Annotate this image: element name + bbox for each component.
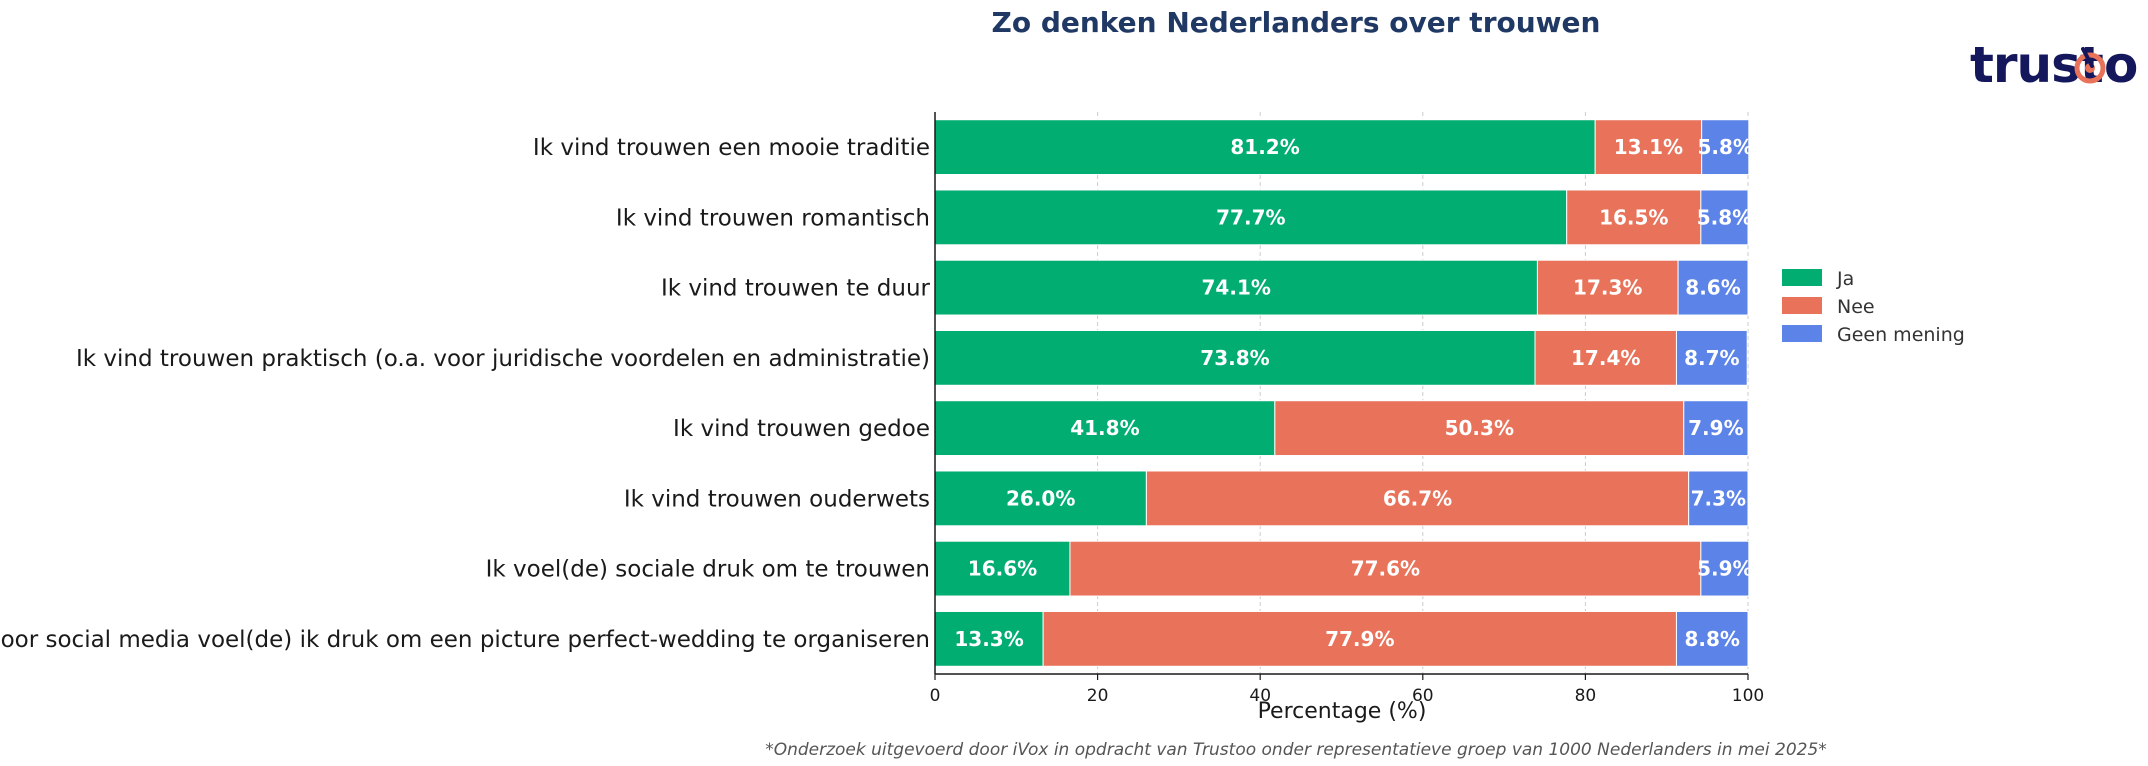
bar-3-5 <box>1683 400 1749 457</box>
bar-1-7 <box>934 540 1071 597</box>
category-label-2: Ik vind trouwen romantisch <box>616 205 930 231</box>
segment-label-2-4: 17.4% <box>1571 346 1640 370</box>
bar-3-2 <box>1700 189 1749 246</box>
bar-2-6 <box>1145 470 1690 527</box>
bar-1-3 <box>934 259 1538 316</box>
segment-label-1-4: 73.8% <box>1200 346 1269 370</box>
legend-label-3: Geen mening <box>1837 324 1965 346</box>
segment-label-3-4: 8.7% <box>1684 346 1739 370</box>
x-tick-label-2: 40 <box>1249 686 1271 706</box>
bar-2-4 <box>1534 329 1677 386</box>
category-label-8: Door social media voel(de) ik druk om ee… <box>0 627 930 653</box>
segment-labels: 81.2% 13.1% 5.8% 77.7% 16.5% 5.8% 74.1% 17.3% 8.… <box>954 135 1753 651</box>
segment-label-2-3: 17.3% <box>1573 276 1642 300</box>
segment-label-2-6: 66.7% <box>1383 486 1452 510</box>
logo-text-start: trust <box>1970 36 2103 94</box>
bar-2-8 <box>1042 610 1677 667</box>
category-label-5: Ik vind trouwen gedoe <box>673 416 930 442</box>
bar-3-4 <box>1675 329 1748 386</box>
bar-2-5 <box>1274 400 1685 457</box>
segment-label-2-5: 50.3% <box>1445 416 1514 440</box>
segment-label-3-8: 8.8% <box>1684 627 1739 651</box>
category-label-4: Ik vind trouwen praktisch (o.a. voor jur… <box>76 346 930 372</box>
legend-swatch-1 <box>1782 269 1822 286</box>
segment-label-2-2: 16.5% <box>1599 205 1668 229</box>
category-label-6: Ik vind trouwen ouderwets <box>624 486 930 512</box>
trustoo-logo: trust o <box>1970 36 2138 94</box>
category-label-3: Ik vind trouwen te duur <box>661 276 931 302</box>
legend-label-2: Nee <box>1837 296 1875 318</box>
segment-label-1-1: 81.2% <box>1230 135 1299 159</box>
category-label-1: Ik vind trouwen een mooie traditie <box>533 135 930 161</box>
segment-label-2-1: 13.1% <box>1614 135 1683 159</box>
bar-3-7 <box>1700 540 1750 597</box>
segment-label-1-5: 41.8% <box>1070 416 1139 440</box>
bar-1-1 <box>934 119 1596 176</box>
x-ticks: 0 20 40 60 80 100 <box>930 674 1764 706</box>
segment-label-2-8: 77.9% <box>1325 627 1394 651</box>
footnote: *Onderzoek uitgevoerd door iVox in opdra… <box>765 740 1827 760</box>
bar-3-1 <box>1701 119 1750 176</box>
segment-label-3-7: 5.9% <box>1697 557 1752 581</box>
segment-label-1-3: 74.1% <box>1202 276 1271 300</box>
legend-swatch-3 <box>1782 325 1822 342</box>
logo-text-end: o <box>2104 36 2138 94</box>
legend: Ja Nee Geen mening <box>1782 268 1965 346</box>
bar-1-6 <box>934 470 1147 527</box>
x-tick-label-3: 60 <box>1412 686 1434 706</box>
legend-label-1: Ja <box>1836 268 1854 290</box>
bar-1-4 <box>934 329 1536 386</box>
segment-label-3-1: 5.8% <box>1698 135 1753 159</box>
x-tick-label-0: 0 <box>930 686 941 706</box>
segment-label-3-6: 7.3% <box>1691 486 1746 510</box>
bar-3-6 <box>1688 470 1749 527</box>
x-tick-label-1: 20 <box>1087 686 1109 706</box>
segment-label-1-2: 77.7% <box>1216 205 1285 229</box>
segment-label-1-8: 13.3% <box>954 627 1023 651</box>
x-axis-label: Percentage (%) <box>1258 699 1427 724</box>
x-tick-label-5: 100 <box>1732 686 1764 706</box>
segment-label-1-6: 26.0% <box>1006 486 1075 510</box>
category-label-7: Ik voel(de) sociale druk om te trouwen <box>486 557 930 583</box>
axes <box>934 112 1748 675</box>
segment-label-2-7: 77.6% <box>1351 557 1420 581</box>
bar-3-3 <box>1677 259 1749 316</box>
bars <box>934 119 1750 667</box>
x-tick-label-4: 80 <box>1575 686 1597 706</box>
bar-2-3 <box>1536 259 1679 316</box>
bar-2-7 <box>1069 540 1702 597</box>
category-labels: Ik vind trouwen een mooie traditie Ik vin… <box>0 135 931 653</box>
segment-label-3-5: 7.9% <box>1688 416 1743 440</box>
legend-swatch-2 <box>1782 297 1822 314</box>
bar-2-1 <box>1594 119 1703 176</box>
segment-label-3-2: 5.8% <box>1697 205 1752 229</box>
chart-title: Zo denken Nederlanders over trouwen <box>992 6 1601 39</box>
bar-3-8 <box>1675 610 1749 667</box>
segment-label-3-3: 8.6% <box>1685 276 1740 300</box>
segment-label-1-7: 16.6% <box>968 557 1037 581</box>
logo-target-icon <box>2074 47 2106 84</box>
bar-1-8 <box>934 610 1044 667</box>
